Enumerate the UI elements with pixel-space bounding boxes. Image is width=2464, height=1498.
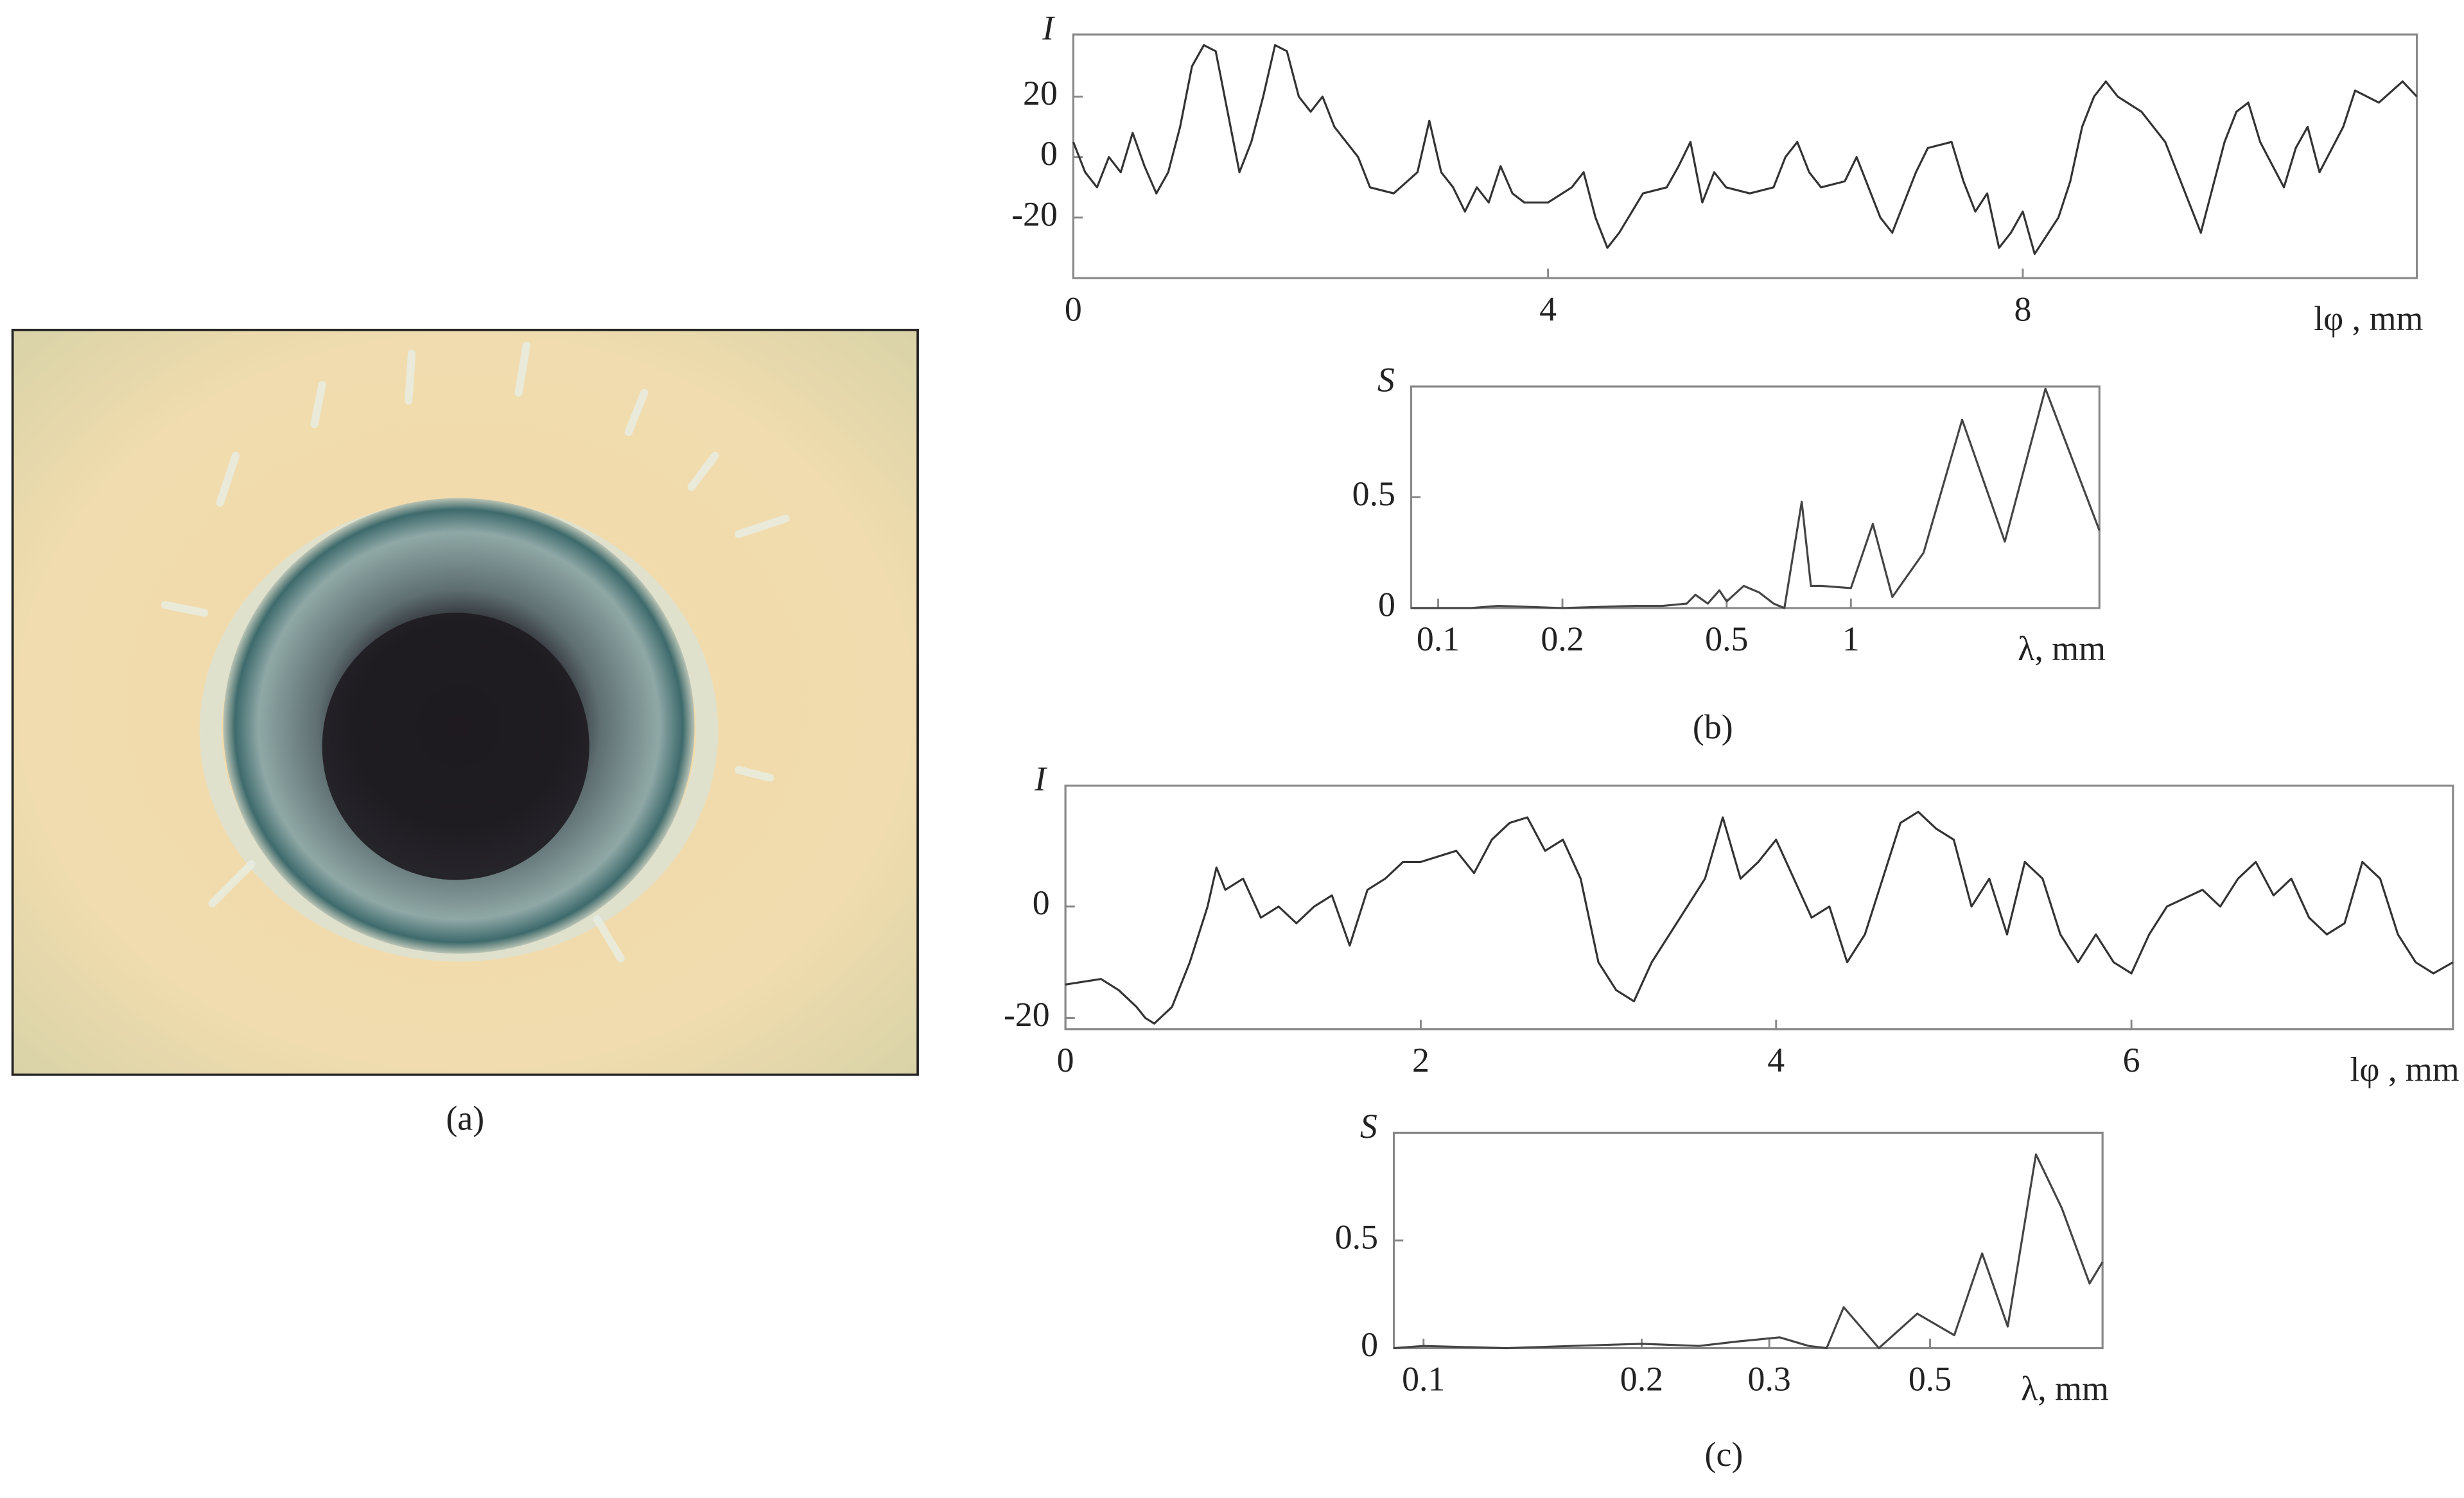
x-tick-label: 0.2 [1541,620,1584,658]
plot-frame [1392,1131,2104,1350]
x-tick-label: 6 [2123,1041,2140,1079]
x-tick-label: 0 [1057,1041,1074,1079]
y-tick-label: 0 [1378,585,1395,623]
caption: (a) [446,1099,484,1138]
y-tick-label: 0 [1040,134,1058,173]
data-line [1411,387,2101,609]
x-tick-label: 0.1 [1417,620,1460,658]
x-tick-label: 0.2 [1620,1360,1663,1398]
data-line [1394,1153,2104,1350]
y-tick-label: -20 [1011,195,1058,233]
photo [11,329,919,1076]
x-axis-label: lφ , mm [2314,299,2423,338]
y-tick-label: 0.5 [1335,1217,1378,1256]
data-line [1065,810,2454,1025]
x-tick-label: 0.3 [1748,1360,1791,1398]
x-axis-label: lφ , mm [2350,1050,2459,1089]
y-axis-label: S [1360,1107,1377,1145]
x-tick-label: 0 [1065,290,1082,328]
y-tick-label: 0 [1033,884,1050,922]
plot-frame [1072,33,2418,279]
x-tick-label: 0.1 [1402,1360,1445,1398]
x-tick-label: 2 [1412,1041,1429,1079]
x-tick-label: 8 [2014,290,2031,328]
y-tick-label: 0 [1361,1325,1378,1364]
x-tick-label: 4 [1767,1041,1785,1079]
caption: (b) [1693,708,1733,746]
x-tick-label: 0.5 [1909,1360,1952,1398]
plot-frame [1064,784,2454,1031]
plot-frame [1410,385,2101,609]
x-axis-label: λ, mm [2021,1369,2109,1407]
caption: (c) [1705,1435,1743,1474]
y-axis-label: I [1042,8,1056,47]
y-tick-label: -20 [1004,995,1050,1034]
y-tick-label: 20 [1023,74,1058,112]
data-line [1072,44,2418,256]
x-tick-label: 1 [1842,620,1860,658]
y-axis-label: I [1034,760,1048,798]
x-tick-label: 4 [1539,290,1557,328]
y-tick-label: 0.5 [1352,475,1395,513]
x-axis-label: λ, mm [2018,629,2106,668]
x-tick-label: 0.5 [1705,620,1748,658]
y-axis-label: S [1377,360,1395,399]
